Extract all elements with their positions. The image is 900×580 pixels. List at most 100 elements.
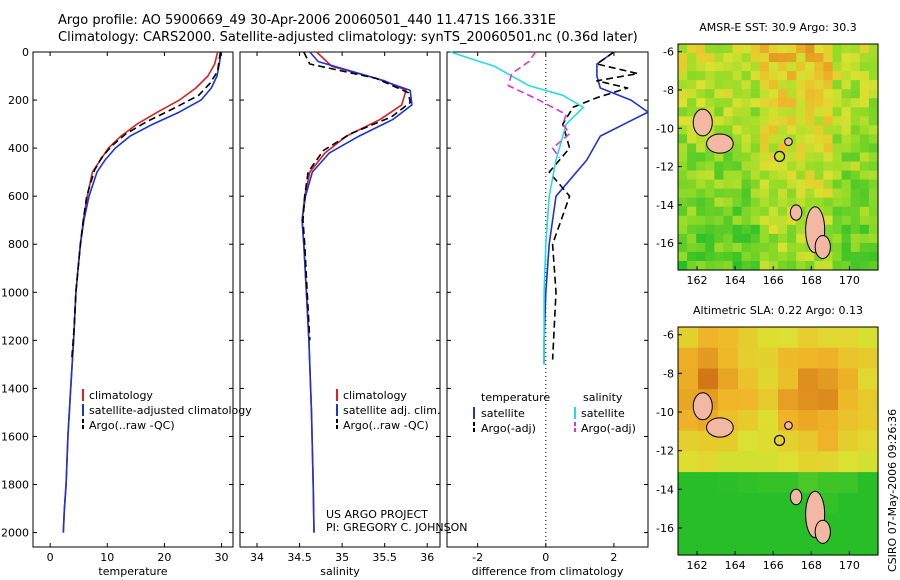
map-cell	[778, 71, 788, 81]
series-line-salinity-argo-raw-qc-	[302, 51, 412, 341]
map-cell	[723, 188, 734, 199]
map-cell	[759, 179, 770, 190]
map-cell	[718, 472, 739, 494]
map-cell	[805, 125, 815, 135]
map-x-tick-label: 164	[725, 559, 746, 572]
map-cell	[868, 143, 879, 154]
map-cell	[778, 513, 799, 535]
map-cell	[823, 251, 834, 262]
x-tick-label: 36	[420, 551, 434, 564]
map-cell	[750, 260, 761, 271]
map-cell	[823, 53, 834, 63]
map-cell	[787, 233, 797, 244]
map-cell	[759, 143, 770, 154]
map-cell	[858, 409, 879, 432]
map-cell	[723, 44, 734, 54]
map-cell	[741, 188, 752, 199]
map-cell	[868, 89, 879, 99]
map-cell	[750, 179, 761, 190]
map-cell	[723, 206, 734, 217]
map-cell	[687, 107, 697, 117]
map-cell	[850, 134, 861, 145]
map-cell	[705, 170, 715, 181]
map-cell	[759, 89, 770, 99]
map-cell	[868, 233, 879, 244]
panel-frame-temperature	[32, 51, 234, 548]
map-cell	[750, 251, 761, 262]
map-cell	[741, 161, 752, 172]
map-cell	[732, 251, 743, 262]
map-cell	[805, 260, 815, 271]
series-line-temperature-climatology	[62, 51, 219, 533]
island-landmass	[784, 421, 793, 430]
map-cell	[832, 251, 843, 262]
map-cell	[750, 116, 761, 126]
map-cell	[850, 206, 861, 217]
map-cell	[741, 260, 752, 271]
map-cell	[678, 224, 688, 235]
map-cell	[678, 430, 699, 452]
map-cell	[832, 143, 843, 154]
map-cell	[778, 116, 788, 126]
map-cell	[841, 188, 852, 199]
map-field-2	[678, 327, 879, 556]
map-cell	[778, 224, 788, 235]
legend-label: satellite	[581, 407, 625, 420]
map-cell	[858, 327, 879, 349]
map-cell	[723, 215, 734, 226]
map-cell	[832, 152, 843, 163]
map-cell	[732, 224, 743, 235]
map-frame	[677, 43, 879, 271]
map-cell	[805, 44, 815, 54]
map-cell	[832, 80, 843, 90]
map-cell	[741, 71, 752, 81]
map-cell	[696, 98, 706, 108]
map-cell	[714, 215, 725, 226]
map-cell	[778, 215, 788, 226]
map-cell	[841, 125, 852, 135]
map-cell	[823, 116, 834, 126]
map-cell	[687, 98, 697, 108]
map-cell	[678, 472, 699, 494]
map-cell	[798, 368, 819, 390]
map-cell	[759, 107, 770, 117]
map-cell	[778, 233, 788, 244]
map-cell	[823, 62, 834, 72]
map-cell	[832, 242, 843, 253]
map-cell	[823, 44, 834, 54]
map-cell	[714, 89, 725, 99]
map-cell	[732, 179, 743, 190]
map-cell	[678, 170, 688, 181]
map-cell	[678, 80, 688, 90]
map-cell	[678, 233, 688, 244]
map-cell	[678, 368, 699, 390]
series-line-difference-temperature-satellite	[543, 51, 649, 365]
map-cell	[759, 116, 770, 126]
map-cell	[705, 215, 715, 226]
map-cell	[850, 116, 861, 126]
map-cell	[787, 116, 797, 126]
map-cell	[778, 389, 799, 411]
map-cell	[714, 107, 725, 117]
map-cell	[787, 170, 797, 181]
map-cell	[759, 206, 770, 217]
series-line-difference-temperature-argo-adj-	[548, 51, 639, 360]
map-x-tick-label: 170	[839, 559, 860, 572]
project-credit: PI: GREGORY C. JOHNSON	[326, 521, 467, 534]
map-cell	[859, 152, 870, 163]
map-cell	[696, 224, 706, 235]
series-line-difference-salinity-satellite	[450, 51, 585, 365]
map-cell	[778, 152, 788, 163]
map-cell	[723, 161, 734, 172]
map-cell	[787, 98, 797, 108]
map-cell	[838, 534, 859, 556]
map-cell	[841, 251, 852, 262]
map-cell	[741, 242, 752, 253]
map-y-tick-label: -14	[656, 199, 674, 212]
map-cell	[841, 242, 852, 253]
map-cell	[768, 89, 779, 99]
map-cell	[687, 71, 697, 81]
series-line-temperature-argo-raw-qc-	[71, 51, 222, 358]
series-line-temperature-satellite-adjusted-climatology	[62, 51, 222, 533]
map-cell	[868, 62, 879, 72]
